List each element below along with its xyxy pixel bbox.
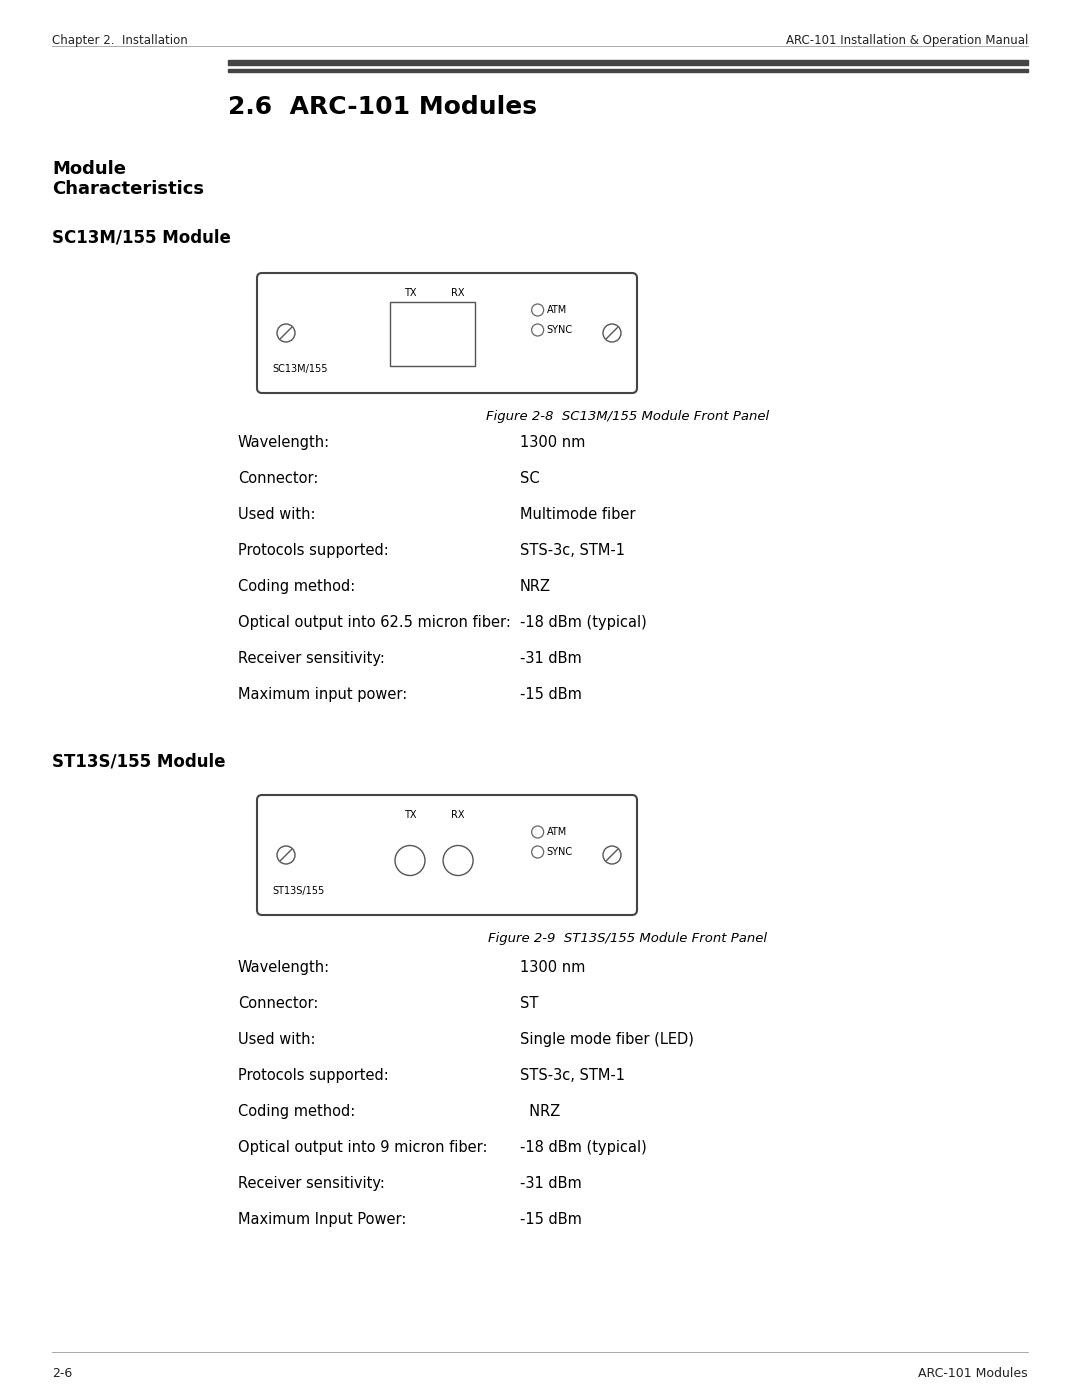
Text: ARC-101 Installation & Operation Manual: ARC-101 Installation & Operation Manual [785,34,1028,47]
Text: 1300 nm: 1300 nm [519,434,585,450]
FancyBboxPatch shape [257,272,637,393]
Text: ATM: ATM [546,305,567,314]
Text: Connector:: Connector: [238,996,319,1011]
Text: Receiver sensitivity:: Receiver sensitivity: [238,1176,384,1192]
Text: Optical output into 9 micron fiber:: Optical output into 9 micron fiber: [238,1140,487,1155]
Text: ST: ST [519,996,538,1011]
Text: TX: TX [404,288,416,298]
Text: RX: RX [451,288,464,298]
Text: 2.6  ARC-101 Modules: 2.6 ARC-101 Modules [228,95,537,119]
Text: Figure 2-9  ST13S/155 Module Front Panel: Figure 2-9 ST13S/155 Module Front Panel [488,932,768,944]
Text: Wavelength:: Wavelength: [238,434,330,450]
Text: Maximum Input Power:: Maximum Input Power: [238,1213,406,1227]
Bar [228,68,1028,73]
Text: -18 dBm (typical): -18 dBm (typical) [519,615,647,630]
Text: SYNC: SYNC [546,847,572,856]
Text: Chapter 2.  Installation: Chapter 2. Installation [52,34,188,47]
Text: Used with:: Used with: [238,1032,315,1046]
Text: Coding method:: Coding method: [238,1104,355,1119]
Text: 1300 nm: 1300 nm [519,960,585,975]
Text: TX: TX [404,810,416,820]
Text: ST13S/155: ST13S/155 [272,886,324,895]
Text: -31 dBm: -31 dBm [519,1176,582,1192]
Text: SC: SC [519,471,540,486]
Text: SC13M/155: SC13M/155 [272,365,327,374]
Text: Optical output into 62.5 micron fiber:: Optical output into 62.5 micron fiber: [238,615,511,630]
Text: -15 dBm: -15 dBm [519,687,582,703]
Text: Figure 2-8  SC13M/155 Module Front Panel: Figure 2-8 SC13M/155 Module Front Panel [486,409,770,423]
Text: ARC-101 Modules: ARC-101 Modules [918,1368,1028,1380]
Text: 2-6: 2-6 [52,1368,72,1380]
Text: Single mode fiber (LED): Single mode fiber (LED) [519,1032,693,1046]
Text: Protocols supported:: Protocols supported: [238,1067,389,1083]
Text: STS-3c, STM-1: STS-3c, STM-1 [519,543,625,557]
Text: Protocols supported:: Protocols supported: [238,543,389,557]
Text: -18 dBm (typical): -18 dBm (typical) [519,1140,647,1155]
Text: Characteristics: Characteristics [52,180,204,198]
Text: Used with:: Used with: [238,507,315,522]
FancyBboxPatch shape [257,795,637,915]
Text: SYNC: SYNC [546,326,572,335]
Text: ATM: ATM [546,827,567,837]
Text: ST13S/155 Module: ST13S/155 Module [52,752,226,770]
Text: Receiver sensitivity:: Receiver sensitivity: [238,651,384,666]
Bar [390,302,475,366]
Text: Maximum input power:: Maximum input power: [238,687,407,703]
Text: Coding method:: Coding method: [238,578,355,594]
Text: Wavelength:: Wavelength: [238,960,330,975]
Text: RX: RX [451,810,464,820]
Text: -15 dBm: -15 dBm [519,1213,582,1227]
Text: Connector:: Connector: [238,471,319,486]
Text: SC13M/155 Module: SC13M/155 Module [52,228,231,246]
Text: STS-3c, STM-1: STS-3c, STM-1 [519,1067,625,1083]
Text: NRZ: NRZ [519,1104,561,1119]
Text: NRZ: NRZ [519,578,551,594]
Text: -31 dBm: -31 dBm [519,651,582,666]
Text: Module: Module [52,161,126,177]
Text: Multimode fiber: Multimode fiber [519,507,635,522]
Bar [228,60,1028,66]
